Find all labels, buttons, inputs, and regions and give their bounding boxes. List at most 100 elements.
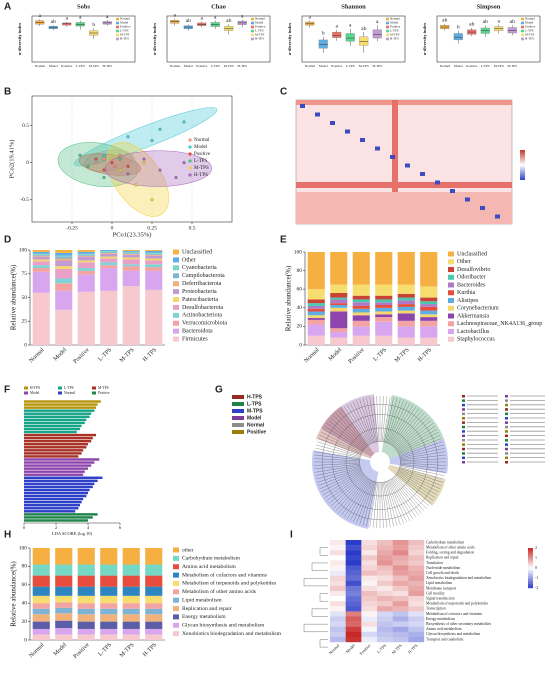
branch bbox=[314, 465, 360, 473]
heatmap-cell bbox=[377, 570, 393, 576]
branch bbox=[399, 468, 443, 483]
legend-swatch bbox=[116, 37, 119, 41]
data-point bbox=[142, 157, 146, 161]
heatmap-cell bbox=[330, 565, 346, 571]
significance-letter: b bbox=[322, 30, 325, 36]
branch bbox=[366, 397, 376, 443]
clade-highlight bbox=[321, 394, 380, 457]
row-label: Metabolism of terpenoids and polyketides bbox=[426, 602, 489, 606]
legend-label: Normal bbox=[390, 17, 400, 21]
legend-swatch bbox=[448, 321, 454, 327]
color-bar-step bbox=[528, 584, 533, 587]
bar-segment bbox=[55, 628, 73, 635]
legend-label: Campilobacterota bbox=[182, 273, 225, 279]
bar-segment bbox=[32, 255, 50, 257]
heatmap-cell bbox=[408, 596, 425, 602]
legend-swatch bbox=[448, 329, 454, 334]
x-tick-label: -0.25 bbox=[66, 225, 78, 231]
heatmap-cell bbox=[392, 580, 409, 587]
data-point bbox=[158, 168, 162, 172]
heatmap-cell bbox=[361, 596, 378, 602]
bar-segment bbox=[145, 621, 163, 629]
legend-label: M-TPS bbox=[247, 408, 263, 414]
data-point bbox=[150, 198, 154, 202]
bar-segment bbox=[145, 254, 163, 256]
legend-swatch bbox=[173, 249, 179, 255]
heatmap-cell bbox=[408, 585, 425, 592]
bar-segment bbox=[352, 305, 370, 309]
taxon-key bbox=[505, 425, 508, 429]
branch bbox=[349, 480, 371, 521]
branch bbox=[372, 482, 378, 528]
bar-segment bbox=[420, 306, 438, 311]
x-tick-label: 6 bbox=[119, 525, 122, 530]
legend-label: Firmicutes bbox=[182, 336, 208, 342]
legend-label: Lactobacillus bbox=[457, 329, 490, 335]
bar-segment bbox=[307, 299, 325, 304]
branch bbox=[398, 470, 441, 489]
bar-segment bbox=[77, 586, 95, 596]
bar-segment bbox=[375, 321, 393, 336]
lda-bar bbox=[24, 482, 95, 486]
legend-swatch bbox=[173, 336, 179, 342]
heatmap-cell bbox=[330, 550, 346, 556]
bar-segment bbox=[420, 326, 438, 338]
bar-segment bbox=[100, 250, 118, 252]
lda-bar bbox=[24, 473, 84, 476]
taxon-key bbox=[462, 434, 465, 438]
heatmap-cell bbox=[330, 121, 335, 125]
branch bbox=[326, 473, 364, 501]
taxon-key bbox=[505, 443, 508, 446]
panel-letter: D bbox=[4, 235, 11, 246]
legend-swatch bbox=[173, 320, 179, 326]
heatmap-cell bbox=[345, 570, 362, 576]
taxon-key bbox=[462, 452, 465, 455]
bar-segment bbox=[100, 258, 118, 263]
color-bar-step bbox=[528, 570, 533, 573]
bar-segment bbox=[307, 315, 325, 319]
bar-segment bbox=[145, 614, 163, 622]
clade-highlight bbox=[389, 438, 448, 474]
bar-segment bbox=[330, 311, 348, 329]
branch bbox=[341, 408, 369, 446]
row-label: Metabolism of cofactors and vitamins bbox=[426, 612, 482, 616]
branch bbox=[353, 401, 372, 444]
taxon-key bbox=[505, 408, 508, 411]
heatmap-cell bbox=[377, 555, 393, 561]
legend-label: Normal bbox=[64, 391, 75, 395]
bar-segment bbox=[77, 260, 95, 263]
heatmap-cell bbox=[361, 555, 378, 561]
x-tick-label: 0.5 bbox=[189, 225, 196, 231]
legend-label: M-TPS bbox=[120, 33, 130, 37]
bar-segment bbox=[122, 608, 140, 615]
bar-segment bbox=[375, 317, 393, 322]
branch bbox=[314, 464, 360, 470]
bar-segment bbox=[397, 293, 415, 298]
branch bbox=[390, 479, 414, 520]
branch bbox=[397, 472, 438, 496]
heatmap-cell bbox=[392, 631, 409, 638]
branch bbox=[395, 417, 430, 449]
x-tick-label: Normal bbox=[305, 64, 315, 68]
legend-swatch bbox=[386, 25, 389, 29]
x-tick-label: H-TPS bbox=[508, 64, 518, 68]
panel-letter: H bbox=[4, 530, 11, 541]
color-bar-step bbox=[528, 574, 533, 577]
heatmap-cell bbox=[392, 565, 409, 571]
branch bbox=[384, 481, 394, 527]
dendrogram bbox=[303, 578, 328, 587]
data-point bbox=[110, 161, 114, 165]
heatmap-cell bbox=[330, 621, 346, 627]
significance-letter: b bbox=[457, 24, 460, 30]
heatmap-cell bbox=[392, 606, 409, 612]
legend-marker bbox=[188, 159, 192, 163]
y-axis-label: PCo2(19.41%) bbox=[8, 140, 15, 179]
branch bbox=[399, 469, 442, 486]
taxon-key bbox=[505, 395, 508, 398]
legend-label: Corynebacterium bbox=[457, 306, 499, 312]
significance-letter: ab bbox=[442, 18, 447, 24]
heatmap-cell bbox=[450, 189, 455, 193]
bar-segment bbox=[145, 250, 163, 253]
heatmap-cell bbox=[330, 636, 346, 643]
